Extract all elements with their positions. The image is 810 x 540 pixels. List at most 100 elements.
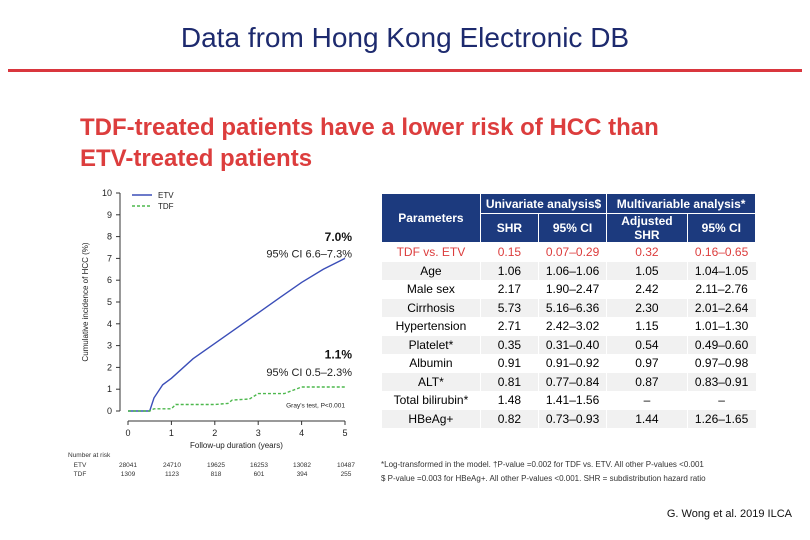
cell-ci: 0.73–0.93 bbox=[537, 409, 607, 428]
table-subheader-shr: SHR bbox=[479, 213, 539, 243]
table-row: Hypertension 2.71 2.42–3.02 1.15 1.01–1.30 bbox=[381, 317, 756, 336]
cell-parameter: Cirrhosis bbox=[381, 298, 481, 317]
cell-adjusted-ci: 2.11–2.76 bbox=[686, 280, 756, 299]
cell-ci: 0.91–0.92 bbox=[537, 354, 607, 373]
table-subheader-ci: 95% CI bbox=[537, 213, 608, 243]
footnote-1: *Log-transformed in the model. †P-value … bbox=[381, 460, 704, 469]
table-subheader-adjusted-ci: 95% CI bbox=[686, 213, 757, 243]
risk-value: 1309 bbox=[120, 471, 136, 478]
table-row: ALT* 0.81 0.77–0.84 0.87 0.83–0.91 bbox=[381, 372, 756, 391]
slide-title: Data from Hong Kong Electronic DB bbox=[180, 22, 630, 53]
risk-value: 818 bbox=[210, 471, 222, 478]
cell-parameter: ALT* bbox=[381, 372, 481, 391]
cell-shr: 2.71 bbox=[479, 317, 539, 336]
cell-adjusted-ci: 0.97–0.98 bbox=[686, 354, 756, 373]
y-tick-label: 7 bbox=[107, 253, 112, 263]
cell-parameter: Male sex bbox=[381, 280, 481, 299]
table-subheader-adjusted-shr: Adjusted SHR bbox=[606, 213, 688, 243]
cell-parameter: HBeAg+ bbox=[381, 409, 481, 428]
footnote-2: $ P-value =0.003 for HBeAg+. All other P… bbox=[381, 474, 706, 483]
hcc-incidence-chart: 0 1 2 3 4 5 6 7 8 9 10 0 1 2 3 4 5 Follow-up duration (ye… bbox=[81, 188, 353, 450]
cell-shr: 1.06 bbox=[479, 261, 539, 280]
cell-adjusted-shr: 1.05 bbox=[606, 261, 688, 280]
risk-value: 24710 bbox=[162, 462, 182, 469]
y-tick-label: 2 bbox=[107, 362, 112, 372]
table-footnotes: *Log-transformed in the model. †P-value … bbox=[381, 458, 801, 486]
cell-adjusted-shr: 1.44 bbox=[606, 409, 688, 428]
cell-adjusted-shr: 0.87 bbox=[606, 372, 688, 391]
y-tick-label: 3 bbox=[107, 341, 112, 351]
cell-ci: 0.77–0.84 bbox=[537, 372, 607, 391]
cell-adjusted-ci: 0.49–0.60 bbox=[686, 335, 756, 354]
title-divider bbox=[8, 69, 802, 72]
cell-parameter: Albumin bbox=[381, 354, 481, 373]
cell-adjusted-shr: 1.15 bbox=[606, 317, 688, 336]
cell-shr: 0.91 bbox=[479, 354, 539, 373]
grays-test-label: Gray's test, P<0.001 bbox=[286, 403, 345, 410]
x-tick-label: 5 bbox=[342, 428, 347, 438]
risk-value: 255 bbox=[340, 471, 352, 478]
risk-row-tdf: TDF 1309 1123 818 601 394 255 bbox=[60, 471, 360, 480]
cell-parameter: Total bilirubin* bbox=[381, 391, 481, 410]
table-row: TDF vs. ETV 0.15 0.07–0.29 0.32 0.16–0.65 bbox=[381, 242, 756, 262]
cell-shr: 1.48 bbox=[479, 391, 539, 410]
x-tick-label: 1 bbox=[169, 428, 174, 438]
table-header-parameters: Parameters bbox=[381, 193, 481, 243]
table-row: HBeAg+ 0.82 0.73–0.93 1.44 1.26–1.65 bbox=[381, 409, 756, 428]
etv-ci-label: 95% CI 6.6–7.3% bbox=[266, 248, 352, 260]
y-tick-label: 6 bbox=[107, 275, 112, 285]
cell-ci: 5.16–6.36 bbox=[537, 298, 607, 317]
number-at-risk-title: Number at risk bbox=[68, 452, 111, 459]
cell-parameter: Platelet* bbox=[381, 335, 481, 354]
citation: G. Wong et al. 2019 ILCA bbox=[666, 508, 792, 520]
y-axis-label: Cumulative incidence of HCC (%) bbox=[81, 242, 90, 361]
cell-adjusted-shr: 2.30 bbox=[606, 298, 688, 317]
cell-adjusted-ci: 0.16–0.65 bbox=[686, 242, 756, 262]
x-tick-label: 4 bbox=[299, 428, 304, 438]
table-row: Platelet* 0.35 0.31–0.40 0.54 0.49–0.60 bbox=[381, 335, 756, 354]
table-row: Albumin 0.91 0.91–0.92 0.97 0.97–0.98 bbox=[381, 354, 756, 373]
y-tick-label: 0 bbox=[107, 406, 112, 416]
cell-parameter: TDF vs. ETV bbox=[381, 242, 481, 262]
series-line-etv bbox=[128, 257, 346, 412]
risk-value: 1123 bbox=[165, 471, 179, 478]
cell-shr: 0.15 bbox=[479, 242, 539, 262]
table-row: Cirrhosis 5.73 5.16–6.36 2.30 2.01–2.64 bbox=[381, 298, 756, 317]
cell-parameter: Age bbox=[381, 261, 481, 280]
y-tick-label: 9 bbox=[107, 210, 112, 220]
table-row: Age 1.06 1.06–1.06 1.05 1.04–1.05 bbox=[381, 261, 756, 280]
cell-shr: 2.17 bbox=[479, 280, 539, 299]
x-tick-label: 2 bbox=[212, 428, 217, 438]
cell-adjusted-shr: 0.54 bbox=[606, 335, 688, 354]
cell-shr: 5.73 bbox=[479, 298, 539, 317]
shr-results-table: Parameters Univariate analysis$ Multivar… bbox=[381, 193, 757, 428]
tdf-ci-label: 95% CI 0.5–2.3% bbox=[266, 367, 352, 379]
headline-line-1: TDF-treated patients have a lower risk o… bbox=[80, 114, 659, 141]
risk-value: 28041 bbox=[118, 462, 138, 469]
risk-value: 394 bbox=[296, 471, 308, 478]
cell-ci: 1.06–1.06 bbox=[537, 261, 607, 280]
table-row: Male sex 2.17 1.90–2.47 2.42 2.11–2.76 bbox=[381, 280, 756, 299]
table-body: TDF vs. ETV 0.15 0.07–0.29 0.32 0.16–0.65 Age… bbox=[381, 242, 756, 428]
risk-value: 10487 bbox=[336, 462, 356, 469]
x-tick-label: 3 bbox=[256, 428, 261, 438]
cell-parameter: Hypertension bbox=[381, 317, 481, 336]
cell-adjusted-shr: – bbox=[606, 391, 688, 410]
risk-value: 16253 bbox=[249, 462, 269, 469]
cell-adjusted-ci: 1.26–1.65 bbox=[686, 409, 756, 428]
legend-label-tdf: TDF bbox=[158, 202, 174, 211]
tdf-value-label: 1.1% bbox=[325, 348, 353, 362]
table-header-univariate: Univariate analysis$ bbox=[479, 193, 608, 214]
cell-adjusted-ci: 1.04–1.05 bbox=[686, 261, 756, 280]
cell-adjusted-ci: 0.83–0.91 bbox=[686, 372, 756, 391]
x-axis-label: Follow-up duration (years) bbox=[190, 441, 283, 450]
headline: TDF-treated patients have a lower risk o… bbox=[80, 112, 720, 174]
cell-adjusted-shr: 0.32 bbox=[606, 242, 688, 262]
risk-row-label: ETV bbox=[73, 462, 87, 469]
cell-adjusted-ci: – bbox=[686, 391, 756, 410]
cell-adjusted-ci: 1.01–1.30 bbox=[686, 317, 756, 336]
risk-value: 19625 bbox=[206, 462, 226, 469]
risk-value: 13082 bbox=[292, 462, 312, 469]
etv-value-label: 7.0% bbox=[325, 230, 353, 244]
cell-ci: 1.90–2.47 bbox=[537, 280, 607, 299]
